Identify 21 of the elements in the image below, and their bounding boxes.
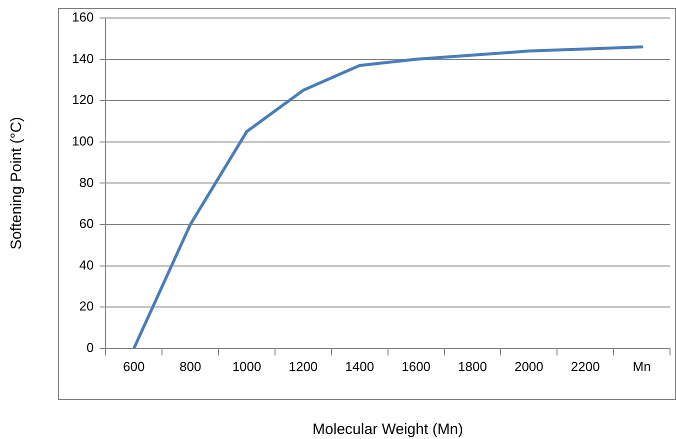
y-tick-label: 80 bbox=[79, 174, 94, 190]
y-axis-title: Softening Point (°C) bbox=[8, 116, 26, 250]
x-tick-label: 2200 bbox=[570, 358, 600, 374]
x-tick-label: 1200 bbox=[288, 358, 318, 374]
x-tick-label: 1000 bbox=[232, 358, 262, 374]
x-tick-label: 2000 bbox=[514, 358, 544, 374]
y-tick-label: 120 bbox=[72, 92, 94, 108]
y-tick-label: 160 bbox=[72, 10, 94, 25]
y-tick-label: 140 bbox=[72, 50, 94, 66]
x-tick-label: 1600 bbox=[402, 358, 431, 374]
x-tick-label: 600 bbox=[123, 358, 145, 374]
x-tick-label: Mn bbox=[632, 358, 651, 374]
x-axis-title: Molecular Weight (Mn) bbox=[312, 421, 464, 438]
y-tick-label: 20 bbox=[79, 298, 94, 314]
x-tick-label: 1400 bbox=[345, 358, 374, 374]
y-tick-label: 100 bbox=[72, 133, 94, 148]
y-tick-label: 60 bbox=[79, 216, 94, 232]
x-tick-label: 1800 bbox=[458, 358, 487, 374]
y-tick-label: 40 bbox=[79, 257, 94, 272]
y-tick-label: 0 bbox=[86, 340, 94, 355]
x-tick-label: 800 bbox=[179, 358, 202, 374]
